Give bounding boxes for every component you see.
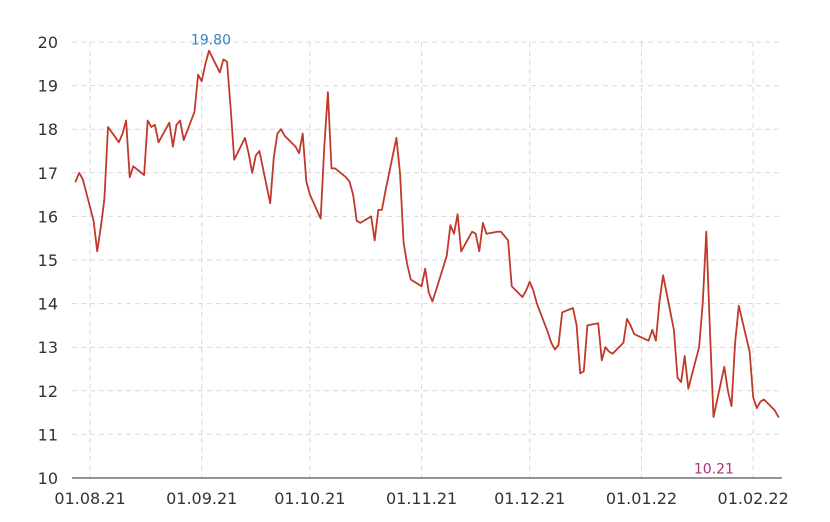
x-axis-tick-labels: 01.08.21 01.09.21 01.10.21 01.11.21 01.12.21… xyxy=(54,489,788,508)
gridlines xyxy=(72,41,782,478)
y-tick-label: 17 xyxy=(38,164,58,183)
y-tick-label: 10 xyxy=(38,469,58,488)
min-value-label: 10.21 xyxy=(694,462,734,478)
y-tick-label: 15 xyxy=(38,251,58,270)
x-tick-label: 01.12.21 xyxy=(494,489,565,508)
y-tick-label: 14 xyxy=(38,295,58,314)
y-tick-label: 12 xyxy=(38,382,58,401)
price-series-line xyxy=(74,49,780,418)
y-tick-label: 18 xyxy=(38,120,58,139)
x-tick-label: 01.09.21 xyxy=(166,489,237,508)
y-axis-tick-labels: 10 11 12 13 14 15 16 17 18 19 20 xyxy=(38,33,58,488)
x-tick-label: 01.01.22 xyxy=(606,489,677,508)
y-tick-label: 19 xyxy=(38,77,58,96)
y-tick-label: 20 xyxy=(38,33,58,52)
x-tick-label: 01.08.21 xyxy=(54,489,125,508)
y-tick-label: 13 xyxy=(38,338,58,357)
y-tick-label: 16 xyxy=(38,207,58,226)
x-tick-label: 01.02.22 xyxy=(718,489,789,508)
x-tick-label: 01.10.21 xyxy=(274,489,345,508)
x-tick-label: 01.11.21 xyxy=(386,489,457,508)
series-group xyxy=(74,49,780,418)
y-tick-label: 11 xyxy=(38,425,58,444)
max-value-label: 19.80 xyxy=(191,33,231,49)
